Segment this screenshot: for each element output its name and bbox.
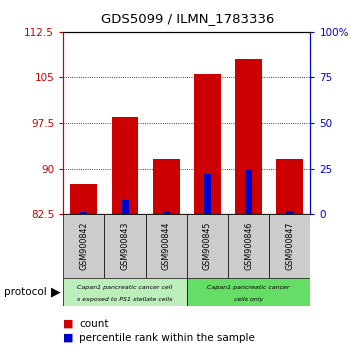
Text: GDS5099 / ILMN_1783336: GDS5099 / ILMN_1783336	[101, 12, 274, 25]
Bar	[63, 214, 104, 278]
Text: GSM900843: GSM900843	[121, 222, 130, 270]
Text: Capan1 pancreatic cancer: Capan1 pancreatic cancer	[207, 285, 290, 290]
Text: GSM900844: GSM900844	[162, 222, 171, 270]
Text: percentile rank within the sample: percentile rank within the sample	[79, 333, 255, 343]
Bar	[235, 59, 262, 214]
Bar	[228, 214, 269, 278]
Bar	[145, 214, 187, 278]
Text: protocol: protocol	[4, 287, 46, 297]
Text: s exposed to PS1 stellate cells: s exposed to PS1 stellate cells	[77, 297, 173, 302]
Text: ▶: ▶	[51, 286, 61, 298]
Bar	[194, 74, 221, 214]
Bar	[153, 160, 180, 214]
Text: GSM900842: GSM900842	[79, 222, 88, 270]
Bar	[70, 184, 97, 214]
Text: GSM900847: GSM900847	[285, 222, 294, 270]
Bar	[245, 170, 252, 214]
Bar	[112, 117, 138, 214]
Bar	[63, 278, 187, 306]
Text: GSM900846: GSM900846	[244, 222, 253, 270]
Text: ■: ■	[63, 333, 74, 343]
Text: GSM900845: GSM900845	[203, 222, 212, 270]
Bar	[187, 278, 310, 306]
Bar	[269, 214, 310, 278]
Text: cells only: cells only	[234, 297, 263, 302]
Bar	[80, 212, 87, 214]
Bar	[286, 211, 293, 214]
Text: Capan1 pancreatic cancer cell: Capan1 pancreatic cancer cell	[77, 285, 173, 290]
Bar	[162, 211, 170, 214]
Bar	[104, 214, 145, 278]
Text: ■: ■	[63, 319, 74, 329]
Bar	[277, 160, 303, 214]
Bar	[121, 200, 129, 214]
Bar	[204, 174, 211, 214]
Bar	[187, 214, 228, 278]
Text: count: count	[79, 319, 109, 329]
